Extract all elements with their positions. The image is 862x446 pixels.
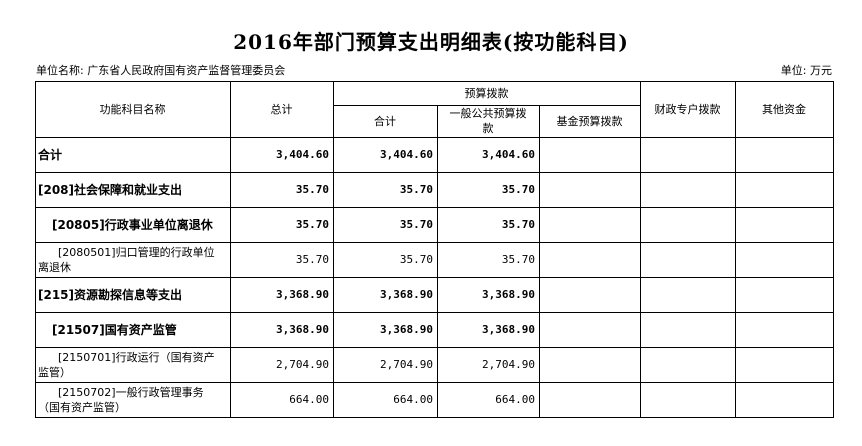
row-fund	[539, 242, 640, 277]
row-fiscal	[640, 382, 735, 417]
row-name: [2150701]行政运行（国有资产监管）	[38, 350, 215, 379]
row-budget-sum: 664.00	[393, 393, 433, 406]
header-budget-group: 预算拨款	[464, 87, 509, 100]
row-fiscal	[640, 172, 735, 207]
row-other	[735, 312, 833, 347]
row-fiscal	[640, 347, 735, 382]
row-budget-sum: 3,368.90	[380, 288, 433, 301]
row-divider	[35, 137, 834, 138]
table-border-top	[35, 81, 834, 82]
row-general: 2,704.90	[482, 358, 535, 371]
row-fund	[539, 207, 640, 242]
row-fund	[539, 137, 640, 172]
column-divider	[333, 81, 334, 418]
header-budget-sum: 合计	[374, 115, 396, 128]
row-general: 3,368.90	[482, 288, 535, 301]
row-other	[735, 347, 833, 382]
row-fiscal	[640, 277, 735, 312]
page-title: 2016年部门预算支出明细表(按功能科目)	[233, 30, 629, 54]
row-total: 3,404.60	[276, 148, 329, 161]
header-fund: 基金预算拨款	[556, 115, 623, 128]
column-divider	[437, 105, 438, 418]
row-total: 35.70	[295, 183, 329, 196]
row-divider	[35, 382, 834, 383]
row-fiscal	[640, 207, 735, 242]
row-fund	[539, 277, 640, 312]
row-divider	[35, 312, 834, 313]
row-total: 35.70	[295, 218, 329, 231]
row-budget-sum: 35.70	[399, 218, 433, 231]
header-other: 其他资金	[762, 103, 806, 116]
row-budget-sum: 3,404.60	[380, 148, 433, 161]
header-fiscal: 财政专户拨款	[654, 103, 721, 116]
column-divider	[35, 81, 36, 418]
row-budget-sum: 2,704.90	[380, 358, 433, 371]
row-fund	[539, 347, 640, 382]
row-divider	[35, 347, 834, 348]
row-general: 3,404.60	[482, 148, 535, 161]
row-total: 35.70	[295, 253, 329, 266]
row-other	[735, 242, 833, 277]
row-name: [208]社会保障和就业支出	[38, 183, 183, 197]
row-fund	[539, 382, 640, 417]
row-budget-sum: 35.70	[399, 183, 433, 196]
column-divider	[539, 105, 540, 418]
row-fund	[539, 172, 640, 207]
row-total: 664.00	[289, 393, 329, 406]
header-general: 一般公共预算拨款	[449, 107, 527, 135]
row-other	[735, 207, 833, 242]
header-divider	[333, 105, 640, 106]
row-general: 35.70	[501, 218, 535, 231]
row-name: [2150702]一般行政管理事务（国有资产监管）	[38, 385, 204, 414]
row-fiscal	[640, 242, 735, 277]
row-budget-sum: 3,368.90	[380, 323, 433, 336]
row-name: 合计	[38, 148, 63, 162]
row-divider	[35, 207, 834, 208]
row-budget-sum: 35.70	[399, 253, 433, 266]
unit-name-label: 单位名称: 广东省人民政府国有资产监督管理委员会	[36, 64, 286, 77]
row-other	[735, 382, 833, 417]
row-total: 3,368.90	[276, 288, 329, 301]
header-total: 总计	[270, 103, 293, 116]
column-divider	[833, 81, 834, 418]
row-other	[735, 277, 833, 312]
row-name: [215]资源勘探信息等支出	[38, 288, 183, 302]
column-divider	[640, 81, 641, 418]
row-other	[735, 137, 833, 172]
currency-unit-label: 单位: 万元	[780, 64, 832, 77]
row-name: [21507]国有资产监管	[52, 323, 177, 337]
header-func: 功能科目名称	[99, 103, 166, 116]
row-fiscal	[640, 312, 735, 347]
column-divider	[230, 81, 231, 418]
row-divider	[35, 242, 834, 243]
row-name: [2080501]归口管理的行政单位离退休	[38, 245, 215, 274]
row-divider	[35, 277, 834, 278]
row-general: 35.70	[501, 183, 535, 196]
row-divider	[35, 172, 834, 173]
column-divider	[735, 81, 736, 418]
row-divider	[35, 417, 834, 418]
row-other	[735, 172, 833, 207]
row-general: 3,368.90	[482, 323, 535, 336]
row-general: 664.00	[495, 393, 535, 406]
row-general: 35.70	[501, 253, 535, 266]
row-total: 2,704.90	[276, 358, 329, 371]
row-fund	[539, 312, 640, 347]
row-total: 3,368.90	[276, 323, 329, 336]
row-name: [20805]行政事业单位离退休	[52, 218, 213, 232]
row-fiscal	[640, 137, 735, 172]
